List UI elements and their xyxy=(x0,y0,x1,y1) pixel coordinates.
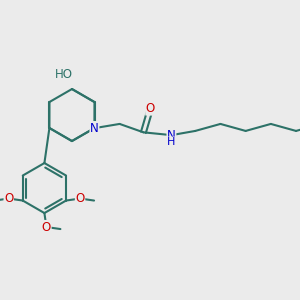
Text: O: O xyxy=(75,192,85,205)
Text: O: O xyxy=(4,192,14,205)
Text: O: O xyxy=(146,102,155,115)
Text: O: O xyxy=(42,220,51,233)
Text: H: H xyxy=(167,137,175,147)
Text: N: N xyxy=(90,122,99,135)
Text: HO: HO xyxy=(55,68,73,82)
Text: N: N xyxy=(167,129,176,142)
